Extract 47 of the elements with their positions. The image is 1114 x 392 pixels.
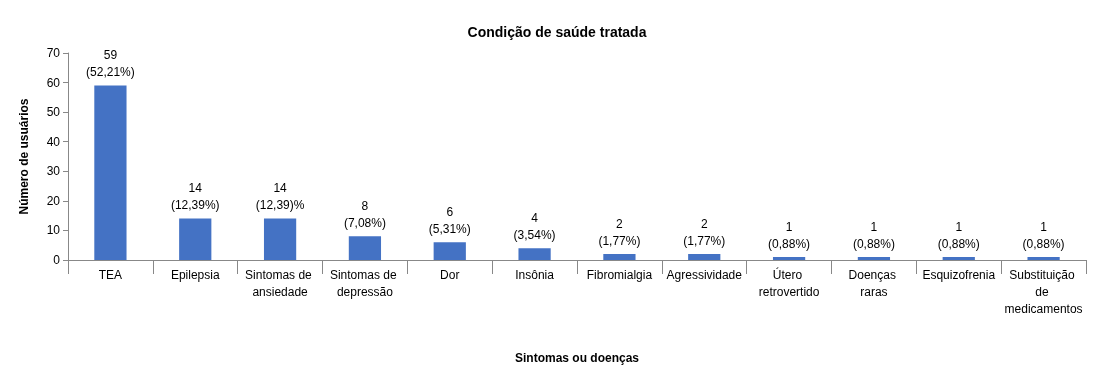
- bar: [179, 218, 212, 260]
- y-tick-label: 20: [46, 193, 61, 208]
- y-tick-label: 30: [46, 164, 61, 179]
- x-tick-label: TEA: [98, 267, 123, 282]
- x-tick-label: Dor: [440, 267, 460, 282]
- x-tick-label: Sintomas de ansiedade: [245, 267, 316, 299]
- bar: [433, 242, 466, 260]
- data-label: 1 (0,88%): [852, 219, 895, 251]
- data-label: 8 (7,08%): [343, 198, 386, 230]
- bar: [942, 257, 975, 260]
- x-tick-label: Substituição de medicamentos: [1004, 267, 1083, 316]
- x-tick-label: Agressividade: [666, 267, 743, 282]
- data-label: 14 (12,39%): [170, 181, 220, 213]
- x-tick-label: Fibromialgia: [586, 267, 653, 282]
- bar: [603, 254, 636, 260]
- y-tick-label: 10: [46, 223, 61, 238]
- y-tick-label: 0: [53, 253, 61, 267]
- data-label: 4 (3,54%): [513, 210, 556, 242]
- bar: [348, 236, 382, 260]
- data-label: 1 (0,88%): [1022, 219, 1065, 251]
- y-tick-label: 60: [46, 75, 61, 90]
- data-label: 59 (52,21%): [86, 48, 135, 80]
- y-tick-label: 40: [46, 134, 61, 149]
- data-label: 14 (12,39)%: [255, 181, 305, 213]
- bar: [688, 254, 721, 260]
- bar: [263, 218, 297, 260]
- data-label: 6 (5,31%): [428, 204, 471, 236]
- chart-title: Condição de saúde tratada: [467, 24, 647, 40]
- data-label: 2 (1,77%): [598, 216, 641, 248]
- bar: [1027, 257, 1060, 260]
- x-tick-label: Insônia: [515, 267, 555, 282]
- x-axis-title: Sintomas ou doenças: [514, 351, 640, 365]
- y-tick-label: 70: [46, 46, 61, 60]
- x-tick-label: Esquizofrenia: [922, 267, 996, 282]
- bar: [94, 85, 127, 260]
- bar: [518, 248, 551, 260]
- x-tick-label: Doenças raras: [848, 267, 900, 299]
- x-tick-label: Epilepsia: [170, 267, 220, 282]
- x-tick-label: Sintomas de depressão: [329, 267, 400, 299]
- data-label: 2 (1,77%): [683, 216, 726, 248]
- y-axis-title: Número de usuários: [17, 98, 31, 215]
- x-tick-label: Útero retrovertido: [758, 266, 820, 299]
- data-label: 1 (0,88%): [937, 219, 980, 251]
- data-label: 1 (0,88%): [768, 219, 811, 251]
- y-tick-label: 50: [46, 105, 61, 120]
- bar: [857, 257, 891, 260]
- bar: [772, 257, 806, 260]
